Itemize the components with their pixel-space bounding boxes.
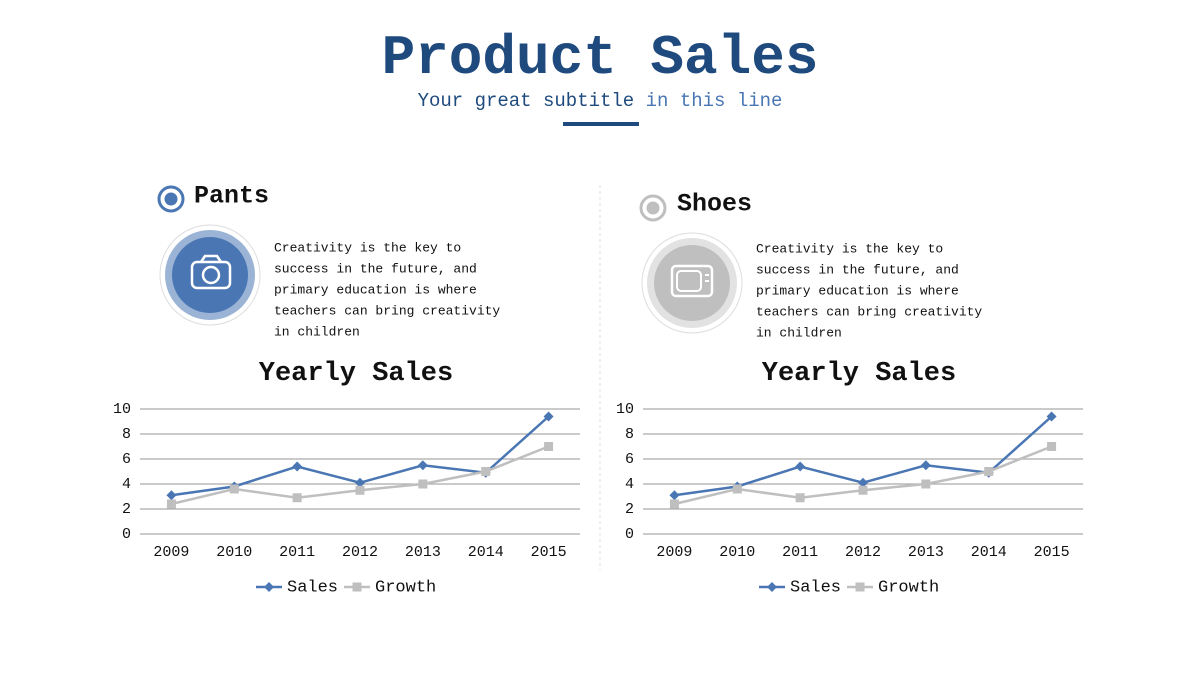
x-tick-label: 2014 [468,544,504,561]
data-point [355,477,365,488]
legend-label: Growth [878,578,939,597]
panel-heading: Pants [194,182,269,211]
y-tick-label: 0 [625,526,634,543]
panel-description: primary education is where [274,282,477,297]
legend-label: Sales [287,578,338,597]
data-point [292,461,303,472]
x-tick-label: 2015 [1034,544,1070,561]
data-point [669,490,680,501]
legend-marker [352,582,362,592]
y-tick-label: 8 [625,426,634,443]
x-tick-label: 2010 [216,544,252,561]
y-tick-label: 2 [625,501,634,518]
panel-description: teachers can bring creativity [274,303,500,318]
subtitle-accent: in this line [646,90,783,112]
panel-description: Creativity is the key to [274,240,461,255]
data-point [795,493,805,503]
y-tick-label: 8 [122,426,131,443]
legend-label: Growth [375,578,436,597]
data-point [292,493,302,503]
data-point [858,485,868,495]
data-point [229,484,239,494]
y-tick-label: 6 [625,451,634,468]
subtitle-main: Your great subtitle [418,90,635,112]
chart-title: Yearly Sales [259,359,453,389]
chart-title: Yearly Sales [762,359,956,389]
title-underline [563,122,639,126]
panel-description: Creativity is the key to [756,241,943,256]
x-tick-label: 2010 [719,544,755,561]
y-tick-label: 4 [122,476,131,493]
y-tick-label: 6 [122,451,131,468]
data-point [921,479,931,489]
series-line [674,445,1053,506]
data-point [732,484,742,494]
data-point [920,460,931,471]
data-point [166,490,177,501]
y-tick-label: 2 [122,501,131,518]
slide-subtitle: Your great subtitle in this line [418,90,783,112]
data-point [417,460,428,471]
x-tick-label: 2009 [656,544,692,561]
panel-description: teachers can bring creativity [756,304,982,319]
data-point [1047,442,1057,451]
legend-marker [264,582,274,592]
x-tick-label: 2012 [342,544,378,561]
x-tick-label: 2013 [908,544,944,561]
data-point [166,499,176,509]
shoes-icon [639,194,743,334]
data-point [984,467,994,476]
data-point [858,477,868,488]
data-point [1046,411,1057,422]
panel-description: success in the future, and [274,261,477,276]
x-tick-label: 2013 [405,544,441,561]
pants-icon [157,185,261,326]
panel-heading: Shoes [677,190,752,219]
data-point [543,411,554,422]
x-tick-label: 2014 [971,544,1007,561]
x-tick-label: 2009 [153,544,189,561]
x-tick-label: 2011 [279,544,315,561]
x-tick-label: 2012 [845,544,881,561]
legend-marker [855,582,865,592]
data-point [544,442,554,451]
y-tick-label: 10 [113,401,131,418]
panel-description: in children [756,325,842,340]
y-tick-label: 0 [122,526,131,543]
y-tick-label: 4 [625,476,634,493]
slide-title: Product Sales [382,26,819,90]
series-line [171,445,550,506]
panel-description: in children [274,324,360,339]
x-tick-label: 2011 [782,544,818,561]
data-point [795,461,806,472]
panel-description: success in the future, and [756,262,959,277]
legend-marker [767,582,777,592]
data-point [481,467,491,476]
data-point [669,499,679,509]
y-tick-label: 10 [616,401,634,418]
legend-label: Sales [790,578,841,597]
x-tick-label: 2015 [531,544,567,561]
panel-description: primary education is where [756,283,959,298]
data-point [355,485,365,495]
data-point [418,479,428,489]
